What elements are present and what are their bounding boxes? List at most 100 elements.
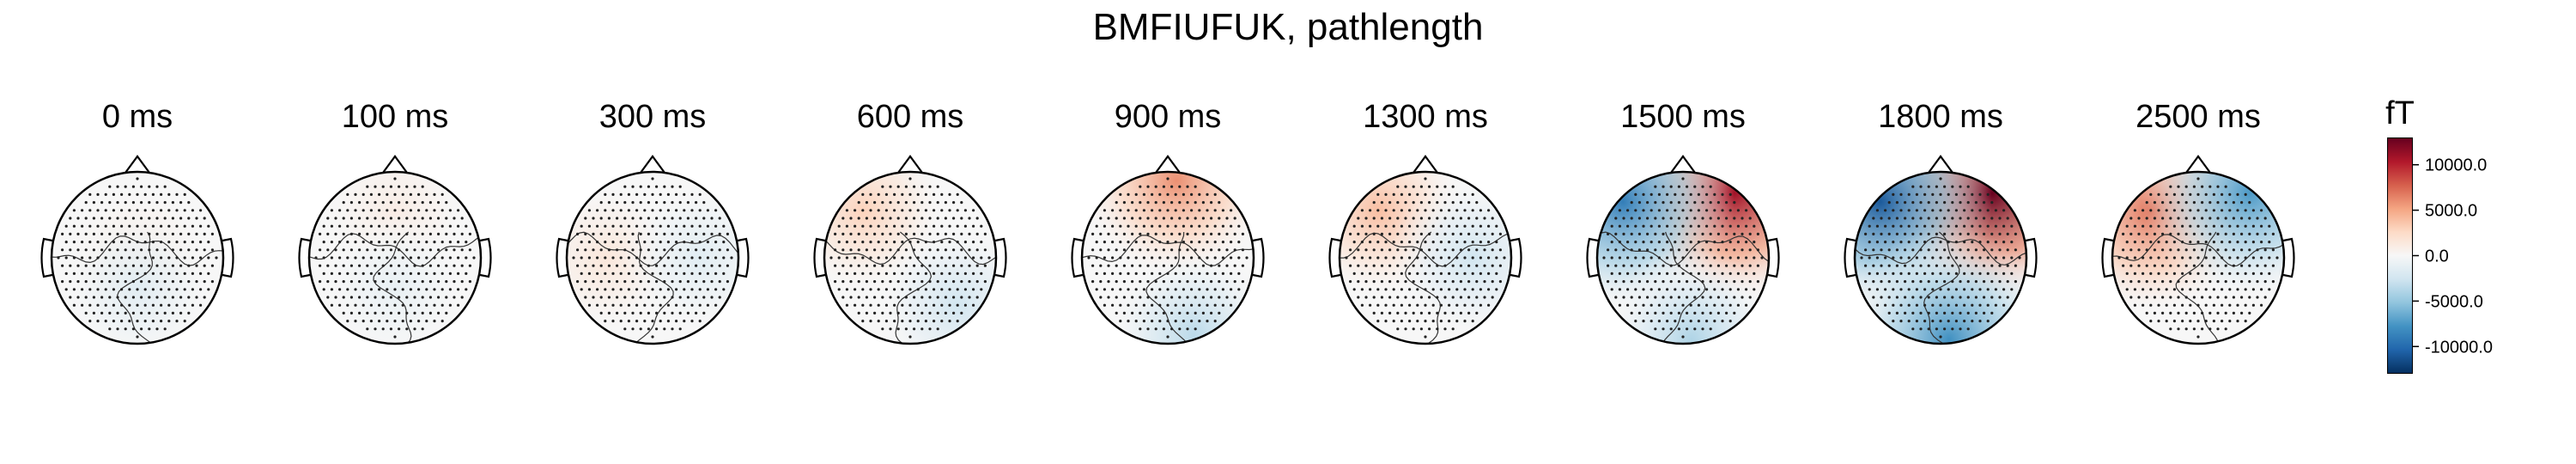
topomap-panel: 1300 ms (1328, 99, 1522, 345)
contour-line (2112, 234, 2284, 267)
nose-outline (897, 155, 923, 174)
topomap-blob (1082, 172, 1254, 282)
head-outline (2111, 170, 2286, 345)
left-ear-outline (298, 237, 311, 278)
topomap-field (309, 172, 481, 344)
contour-line (1597, 231, 1769, 266)
head-outline (565, 170, 740, 345)
panel-time-label: 1300 ms (1363, 99, 1488, 135)
nose-outline (1928, 155, 1953, 174)
topomap-field (824, 172, 996, 344)
topomap-field (52, 172, 223, 344)
contour-line (309, 233, 481, 267)
contour-line (1855, 236, 2026, 266)
panel-time-label: 300 ms (599, 99, 707, 135)
contour-line (2175, 231, 2219, 344)
right-ear-outline (1252, 237, 1265, 278)
left-ear-outline (556, 237, 568, 278)
colorbar-tick-label: 10000.0 (2425, 156, 2487, 175)
panel-time-label: 600 ms (857, 99, 964, 135)
sensor-dots (1087, 177, 1249, 339)
right-ear-outline (2282, 237, 2295, 278)
figure-title: BMFIUFUK, pathlength (1092, 6, 1484, 48)
colorbar-tick-label: -5000.0 (2425, 292, 2483, 311)
topomap-panel: 1500 ms (1586, 99, 1780, 345)
topomap-panel: 300 ms (556, 99, 750, 345)
left-ear-outline (40, 237, 53, 278)
right-ear-outline (737, 237, 750, 278)
left-ear-outline (813, 237, 826, 278)
topomap-panel: 900 ms (1071, 99, 1265, 345)
topomap-blob (320, 213, 470, 344)
left-ear-outline (1071, 237, 1084, 278)
right-ear-outline (222, 237, 234, 278)
topomap-panel: 1800 ms (1844, 99, 2038, 345)
topomap-field (1340, 172, 1511, 344)
head-outline (1853, 170, 2028, 345)
topomap-blob (60, 211, 215, 344)
colorbar-tick-label: 0.0 (2425, 247, 2449, 266)
contour-line (1405, 231, 1442, 344)
sensor-dots (829, 177, 991, 339)
topomap-field (2112, 172, 2284, 344)
right-ear-outline (1767, 237, 1780, 278)
panel-time-label: 1500 ms (1620, 99, 1746, 135)
nose-outline (382, 155, 408, 174)
topomap-panel: 600 ms (813, 99, 1007, 345)
right-ear-outline (479, 237, 492, 278)
right-ear-outline (1510, 237, 1522, 278)
topomap-field (1597, 172, 1769, 344)
head-outline (307, 170, 483, 345)
right-ear-outline (994, 237, 1007, 278)
sensor-dots (1860, 177, 2021, 339)
head-outline (1080, 170, 1255, 345)
sensor-dots (1345, 177, 1506, 339)
nose-outline (1413, 155, 1438, 174)
nose-outline (125, 155, 150, 174)
topomap-field (1855, 172, 2026, 344)
topomap-field (1082, 172, 1254, 344)
sensor-dots (2117, 177, 2279, 339)
nose-outline (640, 155, 665, 174)
colorbar-tick-label: -10000.0 (2425, 338, 2493, 357)
right-ear-outline (2025, 237, 2038, 278)
contour-line (1340, 232, 1511, 267)
nose-outline (2185, 155, 2211, 174)
contour-line (373, 231, 412, 344)
colorbar-unit-label: fT (2385, 95, 2415, 131)
head-outline (50, 170, 225, 345)
sensor-dots (314, 177, 476, 339)
sensor-dots (572, 177, 733, 339)
colorbar (2387, 137, 2413, 374)
head-outline (1595, 170, 1771, 345)
topomap-panel: 0 ms (40, 99, 234, 345)
nose-outline (1670, 155, 1696, 174)
left-ear-outline (1328, 237, 1341, 278)
topomap-blob (2141, 172, 2284, 302)
panel-time-label: 900 ms (1115, 99, 1222, 135)
left-ear-outline (1586, 237, 1599, 278)
topomap-blob (1106, 247, 1254, 344)
contour-line (1082, 235, 1254, 267)
left-ear-outline (1844, 237, 1856, 278)
topomap-panel: 2500 ms (2101, 99, 2295, 345)
panel-time-label: 0 ms (102, 99, 173, 135)
topomap-blob (1855, 228, 2026, 344)
head-outline (1338, 170, 1513, 345)
head-outline (823, 170, 998, 345)
topomap-panel: 100 ms (298, 99, 492, 345)
panel-time-label: 2500 ms (2136, 99, 2261, 135)
nose-outline (1155, 155, 1181, 174)
panel-time-label: 100 ms (342, 99, 449, 135)
contour-line (1923, 231, 1960, 344)
topomap-blob (1601, 249, 1769, 344)
colorbar-tick-label: 5000.0 (2425, 202, 2477, 221)
contour-line (567, 231, 738, 266)
left-ear-outline (2101, 237, 2114, 278)
sensor-dots (1602, 177, 1764, 339)
sensor-dots (57, 177, 218, 339)
contour-line (1662, 231, 1706, 344)
contour-line (824, 237, 996, 266)
panel-time-label: 1800 ms (1878, 99, 2003, 135)
